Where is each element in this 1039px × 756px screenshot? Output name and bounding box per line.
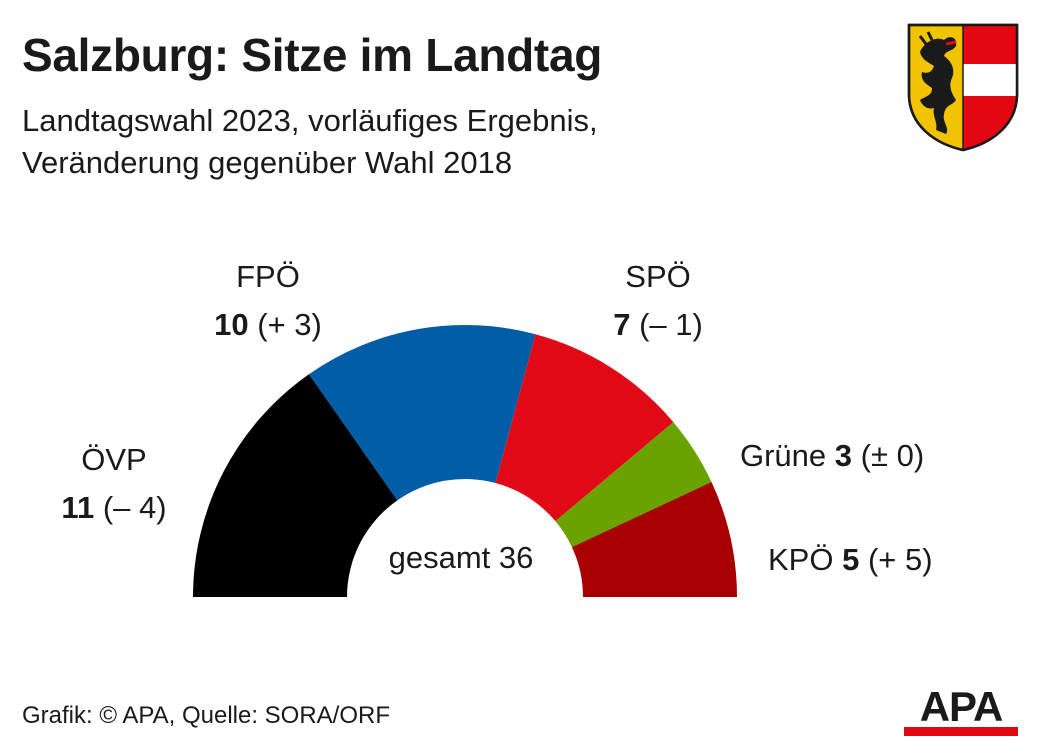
seats-change-spo: (– 1) [639,307,703,342]
apa-logo: APA [904,685,1018,737]
seats-label-kpo: KPÖ 5 (+ 5) [768,542,933,577]
seats-label-fpo: 10 (+ 3) [214,307,322,342]
party-label-fpo: FPÖ [236,259,300,294]
apa-logo-bar [904,727,1018,736]
seat-segment-kpo [571,482,737,597]
source-credit: Grafik: © APA, Quelle: SORA/ORF [22,702,391,729]
seat-segment-fpo [308,325,536,501]
apa-logo-text: APA [919,683,1004,730]
seat-segment-spo [495,334,674,522]
chart-subtitle: Landtagswahl 2023, vorläufiges Ergebnis,… [22,100,822,184]
subtitle-line-2: Veränderung gegenüber Wahl 2018 [22,145,513,180]
seat-segment-gruene [555,422,712,548]
seats-change-gruene: (± 0) [861,438,925,473]
seats-label-ovp: 11 (– 4) [61,490,166,525]
seats-value-gruene: 3 [835,438,852,473]
seats-change-ovp: (– 4) [103,490,167,525]
seats-change-kpo: (+ 5) [868,542,933,577]
seats-value-ovp: 11 [61,490,94,525]
total-seats-label: gesamt 36 [389,540,534,575]
seats-label-spo: 7 (– 1) [613,307,703,342]
seats-label-gruene: Grüne 3 (± 0) [740,438,924,473]
party-label-spo: SPÖ [625,259,690,294]
salzburg-coat-of-arms-icon [907,23,1019,152]
party-label-gruene: Grüne [740,438,826,473]
subtitle-line-1: Landtagswahl 2023, vorläufiges Ergebnis, [22,103,598,138]
seats-value-spo: 7 [613,307,630,342]
chart-title: Salzburg: Sitze im Landtag [22,29,603,81]
seats-value-fpo: 10 [214,307,248,342]
party-label-kpo: KPÖ [768,542,833,577]
seats-change-fpo: (+ 3) [257,307,322,342]
party-label-ovp: ÖVP [81,442,146,477]
seats-value-kpo: 5 [842,542,859,577]
seat-segment-ovp [193,374,398,597]
